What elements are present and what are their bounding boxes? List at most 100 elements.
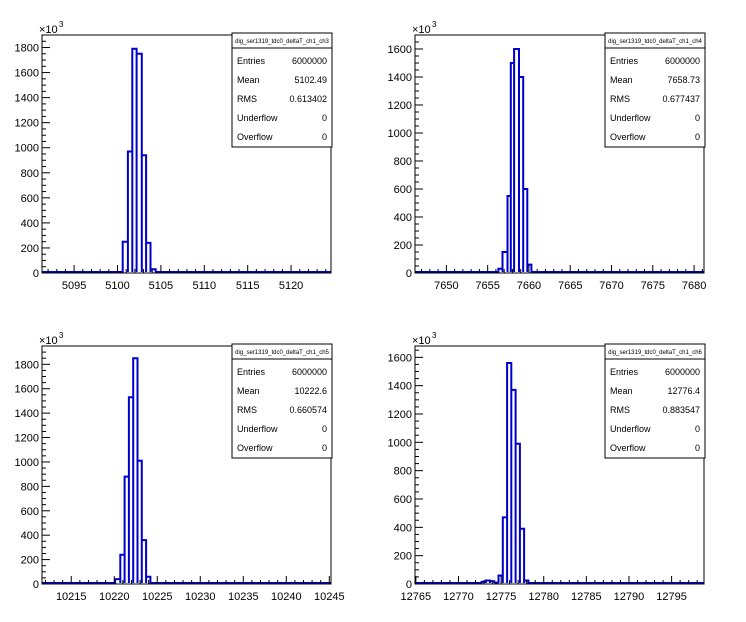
y-tick-label: 200 (394, 551, 412, 563)
x-tick-label: 12785 (571, 591, 602, 603)
y-tick-label: 400 (394, 212, 412, 224)
x-tick-label: 7650 (434, 280, 458, 292)
y-tick-label: 1200 (15, 118, 39, 130)
stats-title: dig_ser1319_tdc0_deltaT_ch1_ch4 (608, 39, 702, 45)
y-tick-label: 800 (394, 466, 412, 478)
y-exponent: 3 (59, 20, 64, 29)
y-tick-label: 1400 (388, 381, 412, 393)
y-tick-label: 1000 (15, 457, 39, 469)
y-tick-label: 400 (21, 530, 39, 542)
stats-value: 6000000 (292, 56, 327, 66)
stats-label: Entries (610, 367, 639, 377)
y-tick-label: 400 (394, 522, 412, 534)
y-exponent: 3 (432, 20, 437, 29)
y-tick-label: 1800 (15, 359, 39, 371)
plot-frame (41, 345, 332, 585)
stats-label: Mean (610, 75, 633, 85)
x-tick-label: 12780 (528, 591, 559, 603)
histogram-pad: 5095 5100 5105 5110 5115 5120 0 200 400 600 800 100… (15, 20, 333, 292)
x-tick-label: 12775 (486, 591, 517, 603)
x-tick-label: 5100 (105, 280, 129, 292)
histogram-pad: 12765 12770 12775 12780 12785 12790 12795 0 200 4… (388, 331, 706, 603)
y-tick-label: 1600 (15, 384, 39, 396)
histogram-pad: 7650 7655 7660 7665 7670 7675 7680 0 200 400 600 80… (388, 20, 707, 292)
stats-label: Overflow (610, 132, 646, 142)
stats-label: RMS (237, 405, 257, 415)
y-tick-label: 600 (394, 494, 412, 506)
x-tick-label: 5105 (149, 280, 173, 292)
y-exponent-label: ×10 (412, 335, 431, 347)
x-tick-label: 7655 (475, 280, 499, 292)
y-tick-label: 1000 (15, 143, 39, 155)
histogram-series-line (42, 47, 331, 273)
y-tick-label: 200 (21, 243, 39, 255)
x-tick-label: 12790 (614, 591, 645, 603)
x-tick-label: 5095 (62, 280, 86, 292)
y-tick-label: 200 (21, 555, 39, 567)
x-tick-label: 10235 (228, 591, 259, 603)
y-exponent-label: ×10 (412, 24, 431, 36)
y-tick-label: 1600 (15, 68, 39, 80)
y-tick-label: 600 (21, 193, 39, 205)
stats-label: RMS (610, 405, 630, 415)
stats-label: RMS (610, 94, 630, 104)
x-tick-label: 7670 (599, 280, 623, 292)
y-exponent-label: ×10 (39, 24, 58, 36)
y-tick-label: 0 (406, 579, 412, 591)
y-tick-label: 1800 (15, 43, 39, 55)
stats-value: 0 (695, 113, 700, 123)
y-exponent: 3 (59, 331, 64, 340)
stats-label: Overflow (237, 132, 273, 142)
stats-label: Mean (610, 386, 633, 396)
y-tick-label: 1400 (15, 93, 39, 105)
stats-title: dig_ser1319_tdc0_deltaT_ch1_ch3 (235, 39, 329, 45)
stats-box (604, 343, 706, 459)
stats-value: 6000000 (665, 367, 700, 377)
y-tick-label: 400 (21, 218, 39, 230)
stats-label: Underflow (610, 424, 651, 434)
stats-value: 0.660574 (289, 405, 327, 415)
stats-value: 5102.49 (294, 75, 327, 85)
x-tick-label: 12770 (443, 591, 474, 603)
y-tick-label: 1600 (388, 352, 412, 364)
stats-title: dig_ser1319_tdc0_deltaT_ch1_ch5 (235, 350, 329, 356)
stats-label: Entries (237, 367, 266, 377)
y-tick-label: 800 (394, 156, 412, 168)
y-tick-label: 0 (33, 268, 39, 280)
x-tick-label: 7675 (641, 280, 665, 292)
y-tick-label: 1200 (388, 100, 412, 112)
stats-label: Overflow (237, 443, 273, 453)
y-tick-label: 1400 (15, 408, 39, 420)
y-tick-label: 0 (406, 268, 412, 280)
x-tick-label: 10230 (185, 591, 216, 603)
stats-value: 6000000 (292, 367, 327, 377)
stats-value: 0.613402 (289, 94, 327, 104)
stats-value: 0 (322, 443, 327, 453)
x-tick-label: 5115 (236, 280, 260, 292)
stats-value: 10222.6 (294, 386, 327, 396)
y-tick-label: 800 (21, 481, 39, 493)
stats-value: 0 (695, 424, 700, 434)
y-tick-label: 600 (21, 506, 39, 518)
stats-value: 0 (322, 424, 327, 434)
x-tick-label: 5120 (279, 280, 303, 292)
histogram-series-line (42, 357, 331, 584)
x-tick-label: 12795 (656, 591, 687, 603)
y-exponent: 3 (432, 331, 437, 340)
y-tick-label: 1000 (388, 437, 412, 449)
y-exponent-label: ×10 (39, 335, 58, 347)
stats-value: 0.677437 (662, 94, 700, 104)
stats-label: Underflow (237, 113, 278, 123)
stats-value: 0 (322, 113, 327, 123)
stats-label: Mean (237, 386, 260, 396)
stats-label: Underflow (237, 424, 278, 434)
stats-box (604, 32, 706, 148)
x-tick-label: 10220 (99, 591, 130, 603)
plot-frame (414, 345, 705, 585)
stats-value: 12776.4 (667, 386, 700, 396)
stats-box (231, 32, 333, 148)
y-tick-label: 1600 (388, 44, 412, 56)
stats-value: 7658.73 (667, 75, 700, 85)
y-tick-label: 800 (21, 168, 39, 180)
